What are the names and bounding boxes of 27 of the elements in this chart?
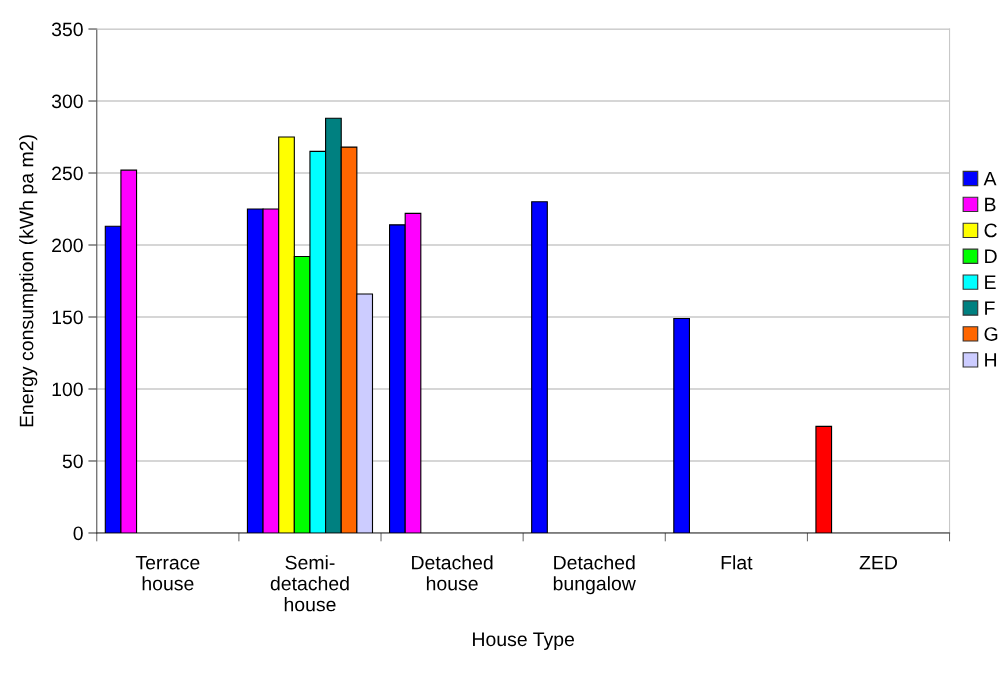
legend-label: E [985, 275, 996, 289]
y-tick-label: 100 [52, 382, 83, 397]
y-tick-label: 200 [52, 238, 83, 253]
y-tick-label: 150 [52, 310, 83, 325]
x-tick-label: Semi- detached house [270, 555, 349, 612]
x-tick-label: ZED [859, 555, 897, 570]
y-tick-label: 50 [62, 454, 83, 469]
x-axis-title: House Type [473, 632, 574, 651]
y-tick-label: 0 [73, 526, 83, 541]
legend-label: F [985, 301, 995, 315]
x-tick-label: Terrace house [135, 555, 200, 591]
x-tick-label: Detached house [412, 555, 493, 591]
legend-label: C [984, 223, 997, 238]
bar [815, 425, 833, 533]
y-tick-label: 350 [51, 22, 83, 37]
legend-label: D [985, 249, 997, 263]
x-tick-label: Flat [721, 555, 753, 570]
y-tick-label: 250 [52, 166, 83, 181]
legend-label: G [984, 327, 998, 341]
legend-label: H [985, 353, 997, 367]
y-axis-title: Energy consumption (kWh pa m2) [19, 135, 38, 427]
y-tick-label: 300 [51, 94, 83, 109]
bar [531, 201, 548, 533]
x-tick-label: Detached bungalow [553, 555, 636, 595]
bar [673, 317, 690, 533]
legend-label: B [985, 197, 996, 212]
legend-label: A [983, 171, 997, 186]
